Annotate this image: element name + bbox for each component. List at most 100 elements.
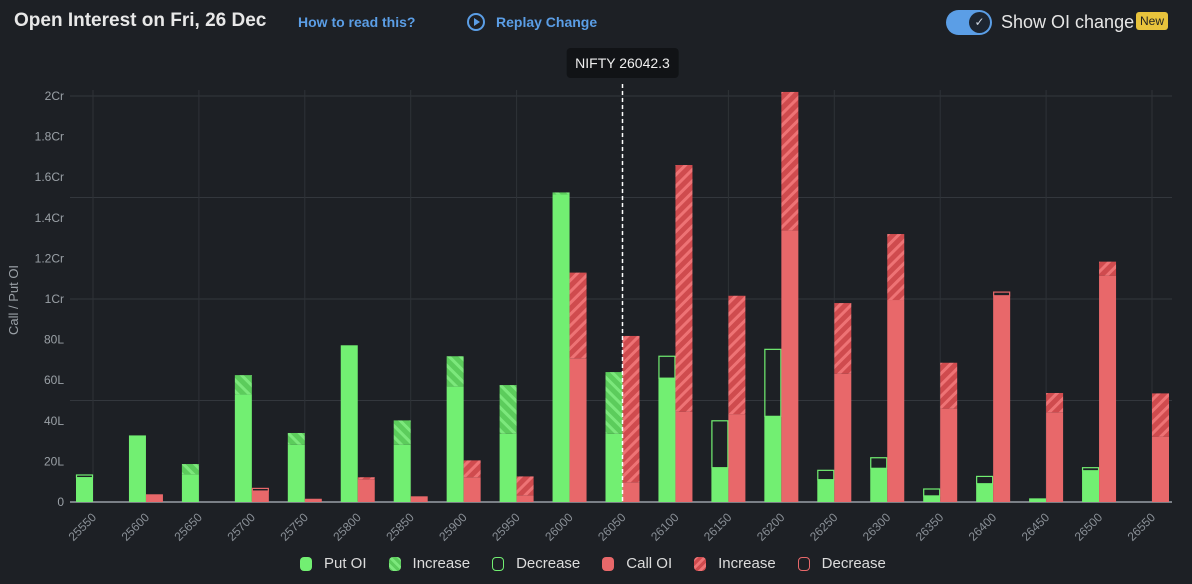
put-oi-increase-bar <box>234 375 252 395</box>
y-tick-label: 60L <box>44 373 64 387</box>
y-tick-label: 20L <box>44 454 64 468</box>
y-tick-label: 1.6Cr <box>35 170 64 184</box>
x-tick-label: 25950 <box>489 510 523 544</box>
put-oi-bar <box>446 386 464 502</box>
legend-label: Increase <box>412 555 471 572</box>
page-title: Open Interest on Fri, 26 Dec <box>14 10 267 31</box>
x-tick-label: 26100 <box>648 510 682 544</box>
y-tick-label: 1Cr <box>45 292 64 306</box>
call-oi-increase-bar <box>516 476 534 496</box>
how-to-read-link[interactable]: How to read this? <box>298 14 416 30</box>
put-oi-bar <box>393 444 411 502</box>
call-oi-bar <box>1152 436 1169 502</box>
legend-swatch-put-solid <box>300 556 312 571</box>
call-oi-bar <box>145 494 163 502</box>
call-oi-bar <box>516 495 534 502</box>
put-oi-increase-bar <box>605 372 623 434</box>
put-oi-bar <box>923 495 941 502</box>
call-oi-decrease-bar <box>251 487 269 492</box>
x-tick-label: 26050 <box>595 510 629 544</box>
call-oi-bar <box>357 479 375 502</box>
put-oi-increase-bar <box>287 432 305 445</box>
put-oi-increase-bar <box>552 192 570 195</box>
x-tick-label: 26200 <box>754 510 788 544</box>
y-tick-label: 1.2Cr <box>35 251 64 265</box>
legend-item-put-dec[interactable]: Decrease <box>492 555 580 572</box>
call-oi-increase-bar <box>463 460 481 478</box>
call-oi-increase-bar <box>781 91 799 231</box>
call-oi-bar <box>251 491 269 502</box>
x-tick-label: 26300 <box>860 510 894 544</box>
x-tick-label: 26350 <box>913 510 947 544</box>
legend-label: Put OI <box>324 555 367 572</box>
x-tick-label: 25600 <box>119 510 153 544</box>
y-tick-label: 80L <box>44 333 64 347</box>
y-axis-label: Call / Put OI <box>6 265 21 335</box>
put-oi-decrease-bar <box>1081 467 1100 472</box>
put-oi-decrease-bar <box>870 457 888 469</box>
put-oi-bar <box>499 433 517 502</box>
x-tick-label: 25800 <box>330 510 364 544</box>
call-oi-bar <box>1099 275 1117 502</box>
call-oi-bar <box>622 482 640 502</box>
legend-swatch-call-dec <box>797 556 810 571</box>
call-oi-bar <box>410 496 428 502</box>
x-tick-label: 25900 <box>436 510 470 544</box>
put-oi-decrease-bar <box>658 355 676 379</box>
put-oi-bar <box>128 435 146 502</box>
x-tick-label: 25700 <box>224 510 258 544</box>
call-oi-bar <box>781 230 799 503</box>
y-tick-label: 2Cr <box>45 89 64 103</box>
replay-change-button[interactable]: Replay Change <box>496 14 598 30</box>
put-oi-increase-bar <box>181 464 199 475</box>
put-oi-bar <box>976 483 994 502</box>
call-oi-increase-bar <box>1046 392 1064 413</box>
y-tick-label: 40L <box>44 414 64 428</box>
call-oi-increase-bar <box>1152 393 1169 437</box>
legend-swatch-put-dec <box>492 556 505 571</box>
put-oi-decrease-bar <box>817 469 835 481</box>
legend-item-put-solid[interactable]: Put OI <box>300 555 367 572</box>
check-icon: ✓ <box>969 12 990 33</box>
legend-item-call-solid[interactable]: Call OI <box>602 555 672 572</box>
call-oi-increase-bar <box>940 362 958 409</box>
put-oi-decrease-bar <box>711 420 729 469</box>
toggle-label: Show OI change <box>1001 12 1135 32</box>
new-badge: New <box>1136 12 1169 30</box>
call-oi-bar <box>834 373 852 502</box>
put-oi-bar <box>1082 470 1100 502</box>
call-oi-increase-bar <box>675 165 693 412</box>
x-tick-label: 26550 <box>1125 510 1159 544</box>
put-oi-bar <box>817 479 835 502</box>
call-oi-bar <box>728 414 746 502</box>
legend-item-put-inc[interactable]: Increase <box>388 555 471 572</box>
call-oi-increase-bar <box>728 295 746 415</box>
legend-item-call-dec[interactable]: Decrease <box>797 555 886 572</box>
put-oi-bar <box>658 378 676 502</box>
legend-label: Decrease <box>821 555 886 572</box>
play-circle-icon[interactable] <box>467 13 485 31</box>
put-oi-bar <box>287 444 305 502</box>
call-oi-increase-bar <box>834 303 852 374</box>
put-oi-decrease-bar <box>764 348 782 417</box>
legend-swatch-call-inc <box>694 556 707 571</box>
call-oi-bar <box>993 295 1011 502</box>
put-oi-bar <box>552 194 570 502</box>
call-oi-bar <box>304 498 322 502</box>
x-tick-label: 25650 <box>172 510 206 544</box>
y-tick-label: 1.8Cr <box>35 130 64 144</box>
call-oi-bar <box>569 358 587 502</box>
legend-label: Decrease <box>516 555 581 572</box>
call-oi-increase-bar <box>357 477 375 480</box>
put-oi-bar <box>234 394 252 502</box>
show-oi-change-toggle[interactable]: ✓ <box>946 10 992 35</box>
x-tick-label: 26500 <box>1072 510 1106 544</box>
y-tick-label: 0 <box>57 495 64 509</box>
legend-label: Increase <box>718 555 776 572</box>
x-tick-label: 26400 <box>966 510 1000 544</box>
call-oi-increase-bar <box>569 272 587 359</box>
x-tick-label: 25750 <box>277 510 311 544</box>
put-oi-bar <box>764 416 782 502</box>
call-oi-bar <box>675 411 693 502</box>
legend-item-call-inc[interactable]: Increase <box>694 555 776 572</box>
